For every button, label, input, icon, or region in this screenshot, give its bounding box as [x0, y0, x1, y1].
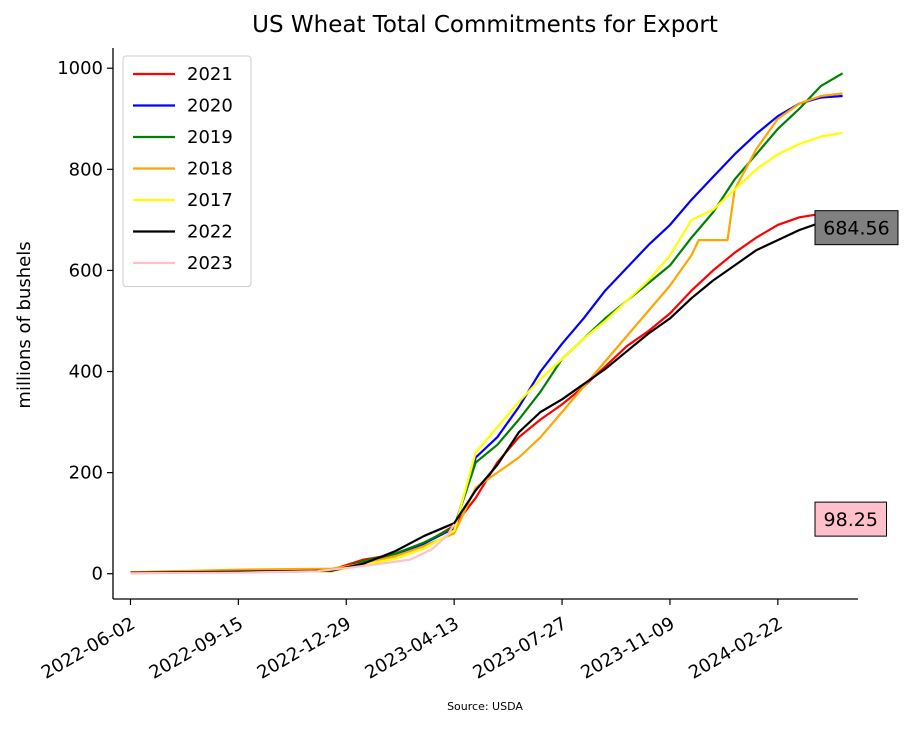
source-note: Source: USDA: [447, 700, 523, 713]
annotations: 684.56 98.25: [814, 210, 899, 537]
legend-label-2017: 2017: [187, 190, 233, 211]
series-line-2017: [130, 131, 843, 575]
y-tick-label: 400: [69, 362, 103, 383]
annotation-label-1: 98.25: [824, 509, 878, 531]
series-line-2018: [130, 92, 843, 574]
x-tick-label: 2023-04-13: [362, 613, 463, 683]
series-line-2022: [130, 221, 843, 574]
x-tick-label: 2023-11-09: [577, 613, 678, 683]
legend-label-2020: 2020: [187, 96, 233, 117]
x-tick-label: 2023-07-27: [469, 613, 570, 683]
x-tick-label: 2022-12-29: [254, 613, 355, 683]
annotation-box-0: [814, 210, 899, 246]
series-lines: [130, 72, 844, 575]
annotation-box-1: [814, 501, 887, 537]
y-axis-label: millions of bushels: [14, 241, 35, 408]
legend-label-2022: 2022: [187, 222, 233, 243]
series-line-2023: [130, 523, 456, 575]
y-tick-label: 0: [92, 564, 103, 585]
legend-label-2019: 2019: [187, 127, 233, 148]
x-tick-label: 2022-06-02: [38, 613, 139, 683]
y-tick-label: 200: [69, 463, 103, 484]
legend: 2021 2020 2019 2018 2017 2022 2023: [122, 55, 252, 287]
y-tick-label: 600: [69, 260, 103, 281]
y-tick-label: 1000: [57, 58, 103, 79]
y-tick-label: 800: [69, 159, 103, 180]
legend-label-2021: 2021: [187, 64, 233, 85]
x-tick-label: 2022-09-15: [146, 613, 247, 683]
x-tick-label: 2024-02-22: [685, 613, 786, 683]
chart-title: US Wheat Total Commitments for Export: [252, 12, 718, 38]
legend-label-2023: 2023: [187, 253, 233, 274]
legend-label-2018: 2018: [187, 159, 233, 180]
annotation-label-0: 684.56: [823, 218, 889, 240]
legend-box: [122, 55, 252, 287]
